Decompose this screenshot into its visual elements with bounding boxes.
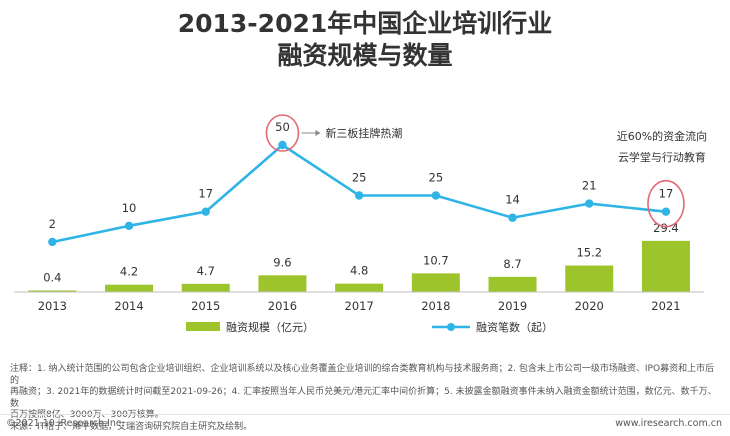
copyright: ©2021.10 iResearch Inc. — [6, 418, 125, 429]
note-line: 百万按照8亿、3000万、300万核算。 — [10, 410, 164, 420]
notes: 注释：1. 纳入统计范围的公司包含企业培训组织、企业培训系统以及核心业务覆盖企业… — [10, 364, 722, 433]
x-tick-label: 2019 — [498, 299, 527, 313]
website: www.iresearch.com.cn — [615, 418, 722, 429]
x-tick-label: 2021 — [651, 299, 680, 313]
line-value-label: 17 — [659, 187, 674, 201]
highlight-ellipse — [647, 179, 685, 228]
bar-value-label: 4.2 — [120, 265, 138, 279]
line-point — [124, 221, 134, 230]
annotation-label: 新三板挂牌热潮 — [325, 126, 402, 140]
bar — [258, 275, 307, 292]
annotation-label: 云学堂与行动教育 — [618, 150, 706, 164]
line-point — [431, 191, 441, 200]
highlight-ellipse — [265, 114, 300, 152]
x-tick-label: 2016 — [268, 299, 297, 313]
bar-value-label: 0.4 — [43, 271, 61, 285]
bar-value-label: 15.2 — [576, 246, 602, 260]
x-tick-label: 2015 — [191, 299, 220, 313]
line-value-label: 10 — [122, 201, 137, 215]
line-point — [585, 199, 594, 208]
line-value-label: 50 — [275, 120, 290, 134]
line-value-label: 21 — [582, 179, 597, 193]
footer-divider — [0, 414, 730, 415]
bar-value-label: 9.6 — [273, 255, 291, 269]
x-tick-label: 2020 — [575, 299, 604, 313]
bar — [335, 283, 384, 292]
line-point — [508, 213, 517, 222]
bar — [105, 284, 154, 292]
line-value-label: 2 — [49, 217, 56, 231]
line-point — [48, 237, 57, 247]
line-value-label: 25 — [429, 171, 444, 185]
annotation-arrowhead — [315, 130, 321, 136]
bar — [28, 290, 77, 292]
line-point — [661, 207, 671, 216]
line-value-label: 17 — [198, 187, 213, 201]
legend-label: 融资笔数（起） — [476, 320, 553, 334]
bar — [641, 240, 690, 292]
x-tick-label: 2013 — [38, 299, 67, 313]
bar-value-label: 4.7 — [197, 264, 215, 278]
line-value-label: 25 — [352, 171, 367, 185]
chart-title-line2: 融资规模与数量 — [277, 41, 453, 70]
bar — [181, 283, 230, 292]
legend-label: 融资规模（亿元） — [226, 320, 314, 334]
bar — [565, 265, 614, 292]
note-line: 注释：1. 纳入统计范围的公司包含企业培训组织、企业培训系统以及核心业务覆盖企业… — [10, 364, 715, 386]
bar-value-label: 10.7 — [423, 253, 449, 267]
bar — [411, 273, 460, 292]
bar — [488, 276, 537, 292]
line-point — [354, 191, 364, 200]
chart-title-line1: 2013-2021年中国企业培训行业 — [177, 9, 553, 38]
x-tick-label: 2017 — [345, 299, 374, 313]
legend-swatch-bar — [186, 322, 220, 331]
bar-value-label: 4.8 — [350, 264, 368, 278]
line-point — [278, 140, 287, 150]
legend-swatch-point — [447, 323, 455, 331]
annotation-label: 近60%的资金流向 — [617, 129, 707, 143]
source-line: 来源：IT桔子、烯牛数据，艾瑞咨询研究院自主研究及绘制。 — [10, 421, 253, 432]
x-tick-label: 2014 — [114, 299, 143, 313]
x-tick-label: 2018 — [421, 299, 450, 313]
bar-value-label: 8.7 — [503, 257, 521, 271]
line-point — [201, 207, 210, 216]
line-value-label: 14 — [505, 193, 520, 207]
note-line: 再融资；3. 2021年的数据统计时间截至2021-09-26；4. 汇率按照当… — [10, 387, 717, 409]
